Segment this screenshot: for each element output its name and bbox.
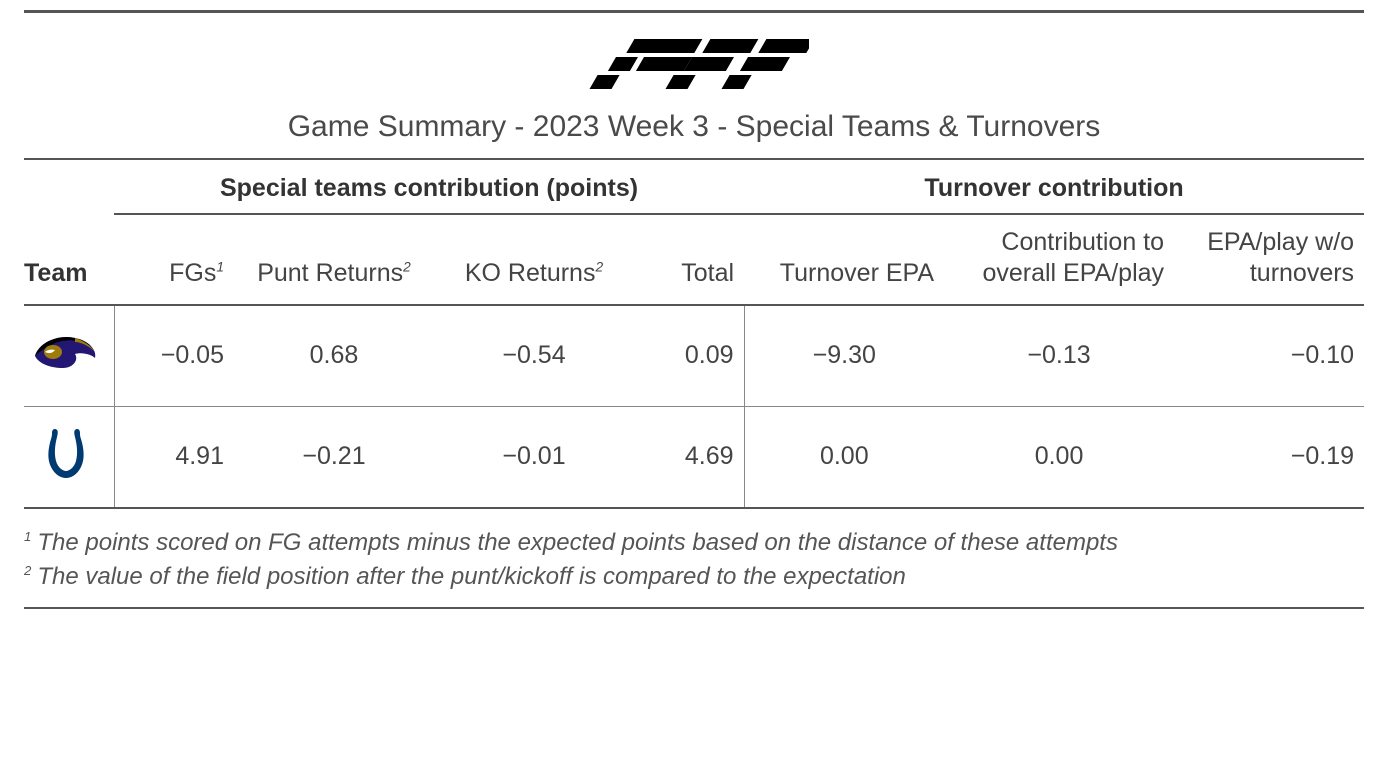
col-total: Total	[634, 214, 744, 305]
col-punt-label: Punt Returns	[257, 259, 403, 287]
cell-fgs: −0.05	[114, 305, 234, 407]
spanner-row: Special teams contribution (points) Turn…	[24, 159, 1364, 214]
cell-ko: −0.54	[434, 305, 634, 407]
footnotes: 1 The points scored on FG attempts minus …	[24, 509, 1364, 609]
cell-ko: −0.01	[434, 406, 634, 508]
col-ko-sup: 2	[595, 260, 603, 275]
col-team: Team	[24, 214, 114, 305]
col-ko-returns: KO Returns2	[434, 214, 634, 305]
team-logo-cell	[24, 305, 114, 407]
cell-punt: −0.21	[234, 406, 434, 508]
footnote-mark: 2	[24, 563, 31, 578]
col-punt-sup: 2	[403, 260, 411, 275]
cell-turnover-epa: 0.00	[744, 406, 944, 508]
col-turnover-epa: Turnover EPA	[744, 214, 944, 305]
colts-logo-icon	[41, 425, 91, 488]
cell-epa-wo-to: −0.19	[1174, 406, 1364, 508]
footnote-text: The value of the field position after th…	[37, 563, 906, 590]
page-container: Game Summary - 2023 Week 3 - Special Tea…	[24, 10, 1364, 609]
cell-punt: 0.68	[234, 305, 434, 407]
cell-total: 0.09	[634, 305, 744, 407]
page-title: Game Summary - 2023 Week 3 - Special Tea…	[24, 110, 1364, 144]
column-header-row: Team FGs1 Punt Returns2 KO Returns2 Tota…	[24, 214, 1364, 305]
col-epa-wo-to: EPA/play w/o turnovers	[1174, 214, 1364, 305]
footnote: 1 The points scored on FG attempts minus …	[24, 529, 1364, 557]
cell-fgs: 4.91	[114, 406, 234, 508]
col-fgs-sup: 1	[216, 260, 224, 275]
cell-contrib-epa: 0.00	[944, 406, 1174, 508]
footnote-text: The points scored on FG attempts minus t…	[37, 529, 1118, 556]
team-logo-cell	[24, 406, 114, 508]
table-row: −0.05 0.68 −0.54 0.09 −9.30 −0.13 −0.10	[24, 305, 1364, 407]
logo-wrap	[24, 31, 1364, 100]
pff-logo	[579, 31, 809, 100]
footnote-mark: 1	[24, 529, 31, 544]
cell-turnover-epa: −9.30	[744, 305, 944, 407]
col-ko-label: KO Returns	[465, 259, 596, 287]
col-contrib-epa: Contribution to overall EPA/play	[944, 214, 1174, 305]
cell-contrib-epa: −0.13	[944, 305, 1174, 407]
col-fgs: FGs1	[114, 214, 234, 305]
table-row: 4.91 −0.21 −0.01 4.69 0.00 0.00 −0.19	[24, 406, 1364, 508]
footnote: 2 The value of the field position after t…	[24, 563, 1364, 591]
spanner-special-teams: Special teams contribution (points)	[114, 159, 744, 214]
col-fgs-label: FGs	[169, 259, 216, 287]
col-punt-returns: Punt Returns2	[234, 214, 434, 305]
summary-table: Special teams contribution (points) Turn…	[24, 158, 1364, 509]
ravens-logo-icon	[31, 330, 101, 381]
spanner-turnover: Turnover contribution	[744, 159, 1364, 214]
cell-epa-wo-to: −0.10	[1174, 305, 1364, 407]
cell-total: 4.69	[634, 406, 744, 508]
